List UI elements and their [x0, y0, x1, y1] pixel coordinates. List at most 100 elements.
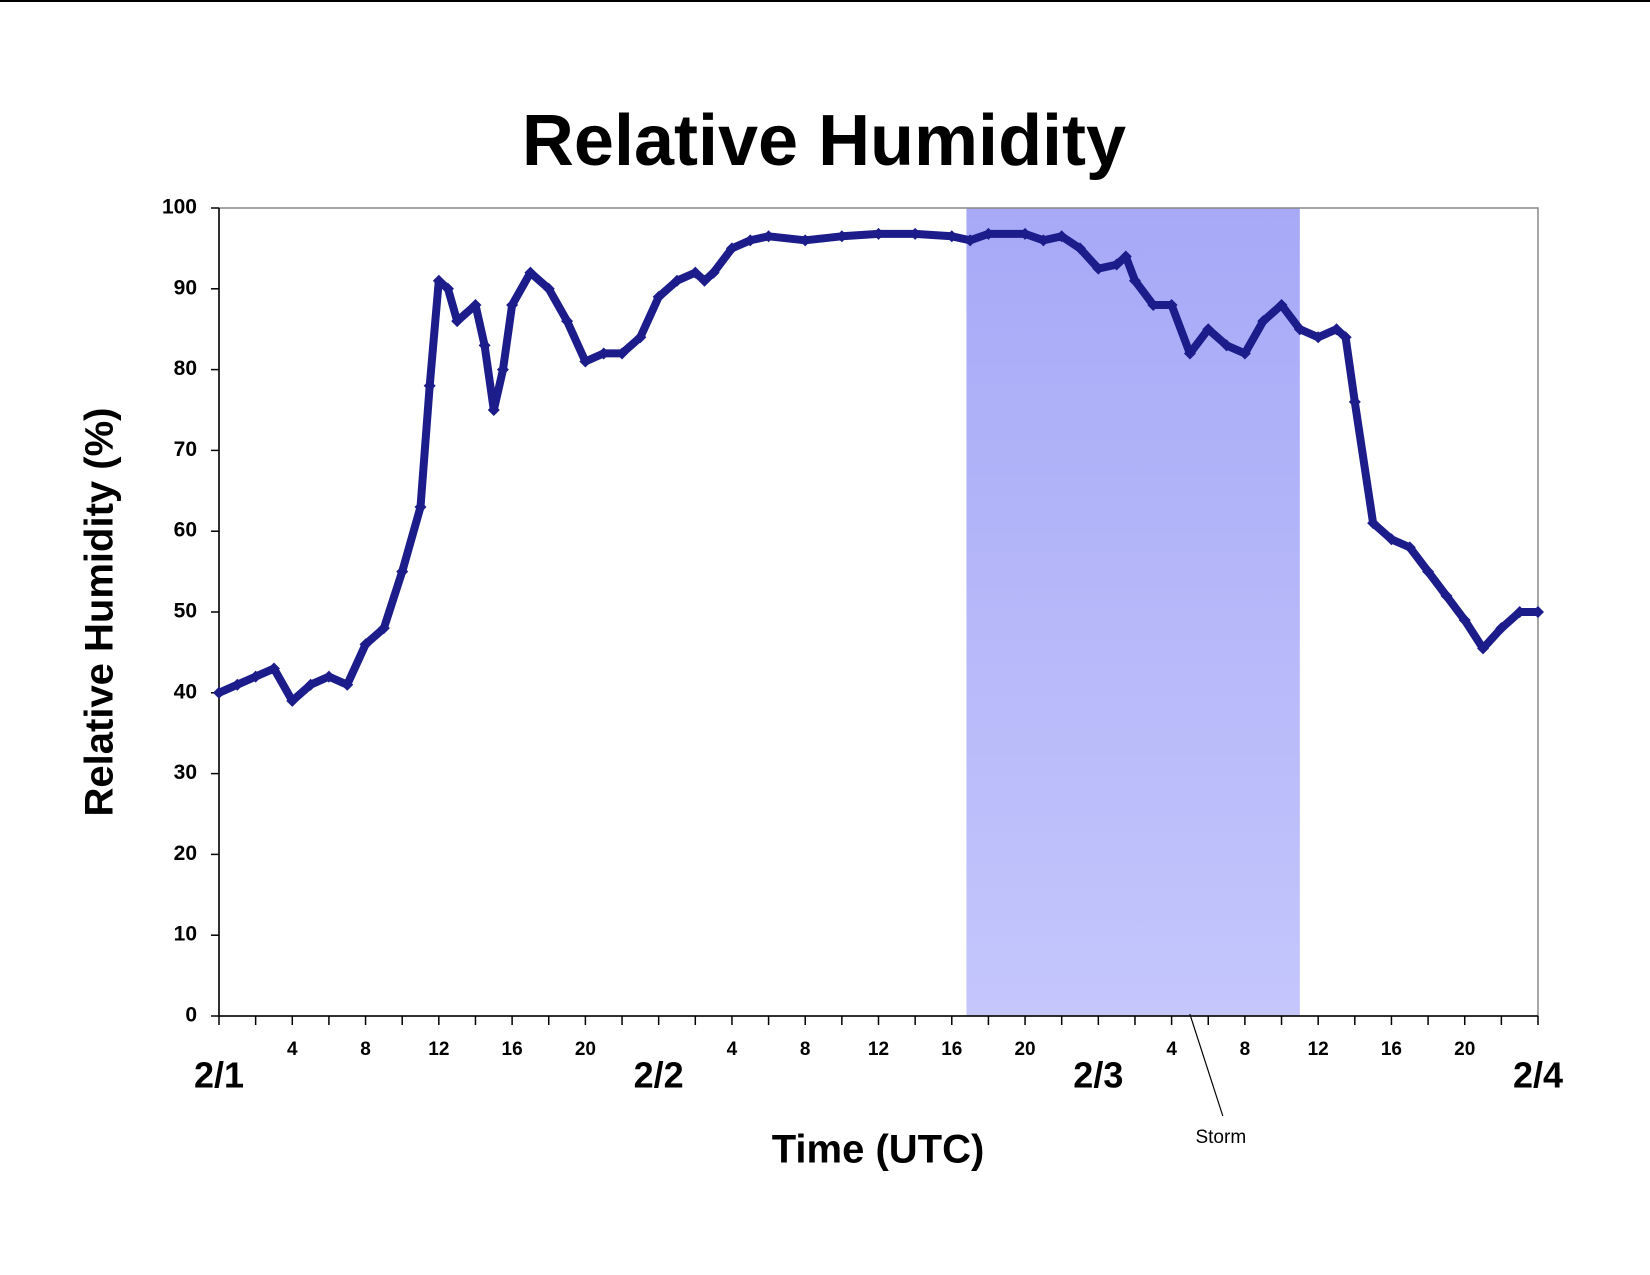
x-tick-label: 12 — [1308, 1039, 1329, 1060]
marker — [267, 662, 280, 675]
marker — [744, 234, 757, 247]
marker — [286, 694, 299, 707]
x-tick-label: 20 — [1014, 1039, 1035, 1060]
marker — [689, 266, 702, 279]
marker — [762, 230, 775, 243]
marker — [616, 347, 629, 360]
marker — [1119, 250, 1132, 263]
marker — [496, 363, 509, 376]
x-tick-label: 8 — [1240, 1039, 1251, 1060]
marker — [1293, 323, 1306, 336]
series-trace — [215, 229, 1542, 705]
marker — [1348, 395, 1361, 408]
marker — [1275, 298, 1288, 311]
marker — [414, 500, 427, 513]
marker — [478, 339, 491, 352]
marker — [231, 678, 244, 691]
marker — [1422, 565, 1435, 578]
marker — [1385, 533, 1398, 546]
marker — [634, 331, 647, 344]
marker — [524, 266, 537, 279]
marker — [451, 315, 464, 328]
x-tick-label: 16 — [1381, 1039, 1402, 1060]
marker — [1037, 234, 1050, 247]
marker — [213, 686, 225, 699]
storm-region — [966, 208, 1300, 1016]
marker — [487, 404, 500, 416]
axes: 0 10 20 30 40 50 60 70 80 90 100 4 8 12 16 20 4 8 12 16 20 4 8… — [162, 196, 1563, 1096]
marker — [579, 355, 592, 368]
marker — [872, 227, 885, 240]
data — [213, 227, 1544, 707]
marker — [982, 227, 995, 240]
x-tick-label: 20 — [1454, 1039, 1475, 1060]
y-tick-label: 80 — [174, 357, 197, 380]
y-axis-title: Relative Humidity (%) — [78, 408, 122, 817]
shades: Storm — [966, 208, 1300, 1148]
y-tick-label: 60 — [174, 519, 197, 542]
chart-title: Relative Humidity — [522, 101, 1126, 181]
marker — [396, 565, 409, 578]
marker — [1532, 606, 1544, 618]
x-day-label: 2/3 — [1073, 1055, 1123, 1096]
x-axis-title: Time (UTC) — [772, 1128, 985, 1172]
marker — [1202, 323, 1215, 336]
marker — [1220, 339, 1233, 352]
x-tick-label: 4 — [727, 1039, 738, 1060]
y-tick-label: 20 — [174, 842, 197, 865]
annotation-line — [1189, 1013, 1224, 1117]
marker — [1458, 614, 1471, 627]
marker — [964, 234, 977, 247]
marker — [1403, 541, 1416, 554]
marker — [506, 298, 519, 311]
marker — [359, 638, 372, 651]
marker — [670, 274, 683, 287]
marker — [1440, 589, 1453, 602]
marker — [597, 347, 610, 360]
marker — [1477, 642, 1490, 655]
marker — [799, 234, 812, 247]
marker — [249, 670, 262, 683]
marker — [1339, 331, 1352, 344]
marker — [707, 266, 720, 279]
x-tick-label: 4 — [287, 1039, 298, 1060]
x-day-label: 2/4 — [1513, 1055, 1563, 1096]
marker — [725, 242, 738, 255]
marker — [1092, 262, 1105, 275]
marker — [1367, 517, 1380, 530]
marker — [542, 282, 555, 295]
marker — [1019, 227, 1032, 240]
marker — [835, 230, 848, 243]
marker — [432, 274, 445, 287]
marker — [469, 298, 482, 311]
marker — [1110, 258, 1123, 271]
marker — [423, 379, 436, 392]
y-tick-label: 30 — [174, 761, 197, 784]
x-tick-label: 20 — [575, 1039, 596, 1060]
y-tick-label: 100 — [162, 196, 197, 219]
marker — [1183, 347, 1196, 360]
marker — [909, 227, 922, 240]
marker — [1330, 323, 1343, 336]
marker — [1257, 315, 1270, 328]
y-tick-label: 90 — [174, 276, 197, 299]
x-tick-label: 12 — [868, 1039, 889, 1060]
y-tick-label: 0 — [185, 1004, 197, 1027]
x-tick-label: 8 — [800, 1039, 811, 1060]
marker — [341, 678, 354, 691]
x-day-label: 2/1 — [194, 1055, 244, 1096]
x-tick-label: 12 — [428, 1039, 449, 1060]
x-tick-label: 4 — [1166, 1039, 1177, 1060]
marker — [1495, 622, 1508, 635]
marker — [1238, 347, 1251, 360]
marker — [652, 290, 665, 303]
x-tick-label: 16 — [941, 1039, 962, 1060]
marker — [1147, 298, 1160, 311]
marker — [1055, 230, 1068, 243]
marker — [945, 230, 958, 243]
marker — [1128, 274, 1141, 287]
marker — [1165, 298, 1178, 311]
marker — [1074, 242, 1087, 255]
x-day-label: 2/2 — [634, 1055, 684, 1096]
